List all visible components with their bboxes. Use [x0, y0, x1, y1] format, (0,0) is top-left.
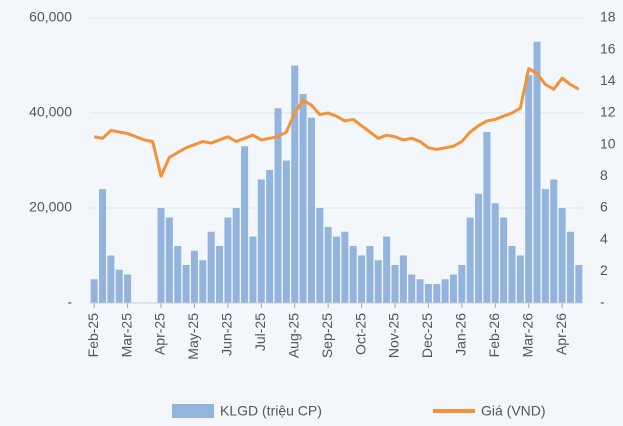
bar	[124, 274, 132, 303]
y2-tick-label: 10	[600, 135, 616, 151]
y2-tick-label: 6	[600, 199, 608, 215]
bar	[257, 179, 265, 303]
y-tick-label: 20,000	[29, 199, 72, 215]
y2-tick-label: 18	[600, 9, 616, 25]
bar	[374, 260, 382, 303]
bar	[190, 250, 198, 303]
y2-tick-label: 14	[600, 72, 616, 88]
bar	[157, 208, 165, 303]
bar	[475, 193, 483, 303]
bar	[408, 274, 416, 303]
bar	[399, 255, 407, 303]
bar	[249, 236, 257, 303]
bar	[316, 208, 324, 303]
x-tick-label: Aug-25	[285, 313, 301, 358]
bar	[558, 208, 566, 303]
bar	[324, 227, 332, 303]
x-tick-label: Nov-25	[386, 313, 402, 358]
x-tick-label: Sep-25	[319, 313, 335, 358]
bar	[491, 203, 499, 303]
bar	[207, 231, 215, 303]
x-tick-label: Apr-25	[152, 313, 168, 355]
bar	[174, 246, 182, 303]
x-tick-label: Mar-26	[519, 313, 535, 358]
legend-swatch	[172, 404, 214, 418]
bar	[241, 146, 249, 303]
bar	[466, 217, 474, 303]
y-tick-label: -	[67, 294, 72, 310]
x-tick-label: Feb-26	[486, 313, 502, 358]
bar	[383, 236, 391, 303]
bar	[266, 170, 274, 303]
bar	[566, 231, 574, 303]
y2-tick-label: 16	[600, 40, 616, 56]
bar	[349, 246, 357, 303]
x-tick-label: Jun-25	[219, 313, 235, 356]
legend-label: Giá (VND)	[481, 403, 546, 419]
bar	[575, 265, 583, 303]
bar	[341, 231, 349, 303]
x-tick-label: Jul-25	[252, 313, 268, 351]
y2-tick-label: -	[600, 294, 605, 310]
bar	[416, 279, 424, 303]
bar	[216, 246, 224, 303]
bar	[232, 208, 240, 303]
legend-label: KLGD (triệu CP)	[220, 403, 322, 419]
bar	[115, 269, 123, 303]
bar	[99, 189, 107, 303]
bar	[291, 65, 299, 303]
x-tick-label: May-25	[185, 313, 201, 360]
bar	[433, 284, 441, 303]
x-tick-label: Oct-25	[352, 313, 368, 355]
bar	[90, 279, 98, 303]
y2-tick-label: 8	[600, 167, 608, 183]
bar	[224, 217, 232, 303]
bar	[508, 246, 516, 303]
bar	[550, 179, 558, 303]
bar	[525, 75, 533, 303]
bar	[500, 217, 508, 303]
bar	[182, 265, 190, 303]
x-tick-label: Mar-25	[118, 313, 134, 358]
bar	[541, 189, 549, 303]
bar	[299, 94, 307, 303]
bar	[165, 217, 173, 303]
x-tick-label: Apr-26	[553, 313, 569, 355]
bar	[332, 236, 341, 303]
y-tick-label: 60,000	[29, 9, 72, 25]
bar	[358, 255, 366, 303]
x-tick-label: Dec-25	[419, 313, 435, 358]
y2-tick-label: 12	[600, 104, 616, 120]
bar	[441, 279, 449, 303]
x-tick-label: Feb-25	[85, 313, 101, 358]
bar	[199, 260, 207, 303]
bar	[366, 246, 374, 303]
bar	[282, 160, 290, 303]
bar	[274, 108, 282, 303]
bar	[533, 41, 541, 303]
bar	[424, 284, 432, 303]
y2-tick-label: 2	[600, 262, 608, 278]
y-tick-label: 40,000	[29, 104, 72, 120]
x-tick-label: Jan-26	[453, 313, 469, 356]
bar	[449, 274, 457, 303]
bar	[458, 265, 466, 303]
bar	[307, 117, 315, 303]
bar	[483, 132, 491, 303]
bar	[516, 255, 524, 303]
bar	[391, 265, 399, 303]
bar	[107, 255, 115, 303]
price-line	[93, 67, 580, 178]
y2-tick-label: 4	[600, 230, 608, 246]
